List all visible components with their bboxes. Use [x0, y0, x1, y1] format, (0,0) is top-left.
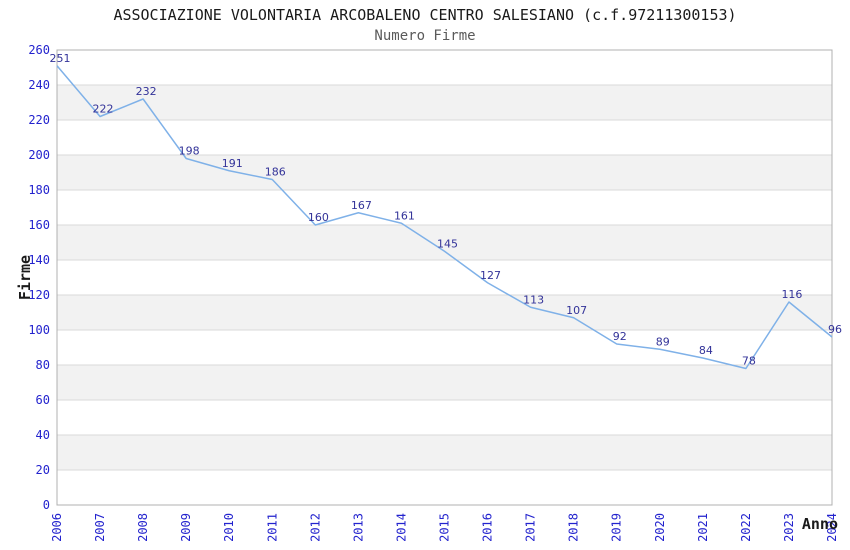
plot-band: [57, 155, 832, 190]
data-point-label: 92: [613, 330, 627, 343]
y-tick-label: 60: [36, 393, 50, 407]
data-point-label: 251: [50, 52, 71, 65]
data-point-label: 89: [656, 335, 670, 348]
y-tick-label: 160: [28, 218, 50, 232]
y-tick-label: 120: [28, 288, 50, 302]
x-tick-label: 2015: [438, 513, 452, 542]
data-point-label: 186: [265, 166, 286, 179]
y-tick-label: 220: [28, 113, 50, 127]
x-tick-label: 2023: [782, 513, 796, 542]
data-point-label: 160: [308, 211, 329, 224]
x-tick-label: 2022: [739, 513, 753, 542]
data-point-label: 96: [828, 323, 842, 336]
y-tick-label: 100: [28, 323, 50, 337]
x-tick-label: 2012: [308, 513, 322, 542]
plot-border: [56, 49, 833, 506]
x-tick-label: 2020: [653, 513, 667, 542]
chart-title: ASSOCIAZIONE VOLONTARIA ARCOBALENO CENTR…: [113, 6, 737, 24]
x-tick-label: 2018: [567, 513, 581, 542]
plot-band: [57, 85, 832, 120]
plot-band: [57, 190, 832, 225]
plot-band: [57, 435, 832, 470]
data-point-label: 116: [781, 288, 802, 301]
y-axis-title: Firme: [16, 255, 34, 300]
x-tick-label: 2019: [610, 513, 624, 542]
data-point-label: 113: [523, 293, 544, 306]
x-tick-label: 2011: [265, 513, 279, 542]
x-tick-label: 2008: [136, 513, 150, 542]
plot-band: [57, 295, 832, 330]
data-point-label: 161: [394, 209, 415, 222]
plot-band: [57, 260, 832, 295]
x-axis-title: Anno: [802, 515, 838, 533]
plot-band: [57, 330, 832, 365]
plot-band: [57, 50, 832, 85]
x-tick-label: 2006: [50, 513, 64, 542]
x-tick-label: 2007: [93, 513, 107, 542]
y-tick-label: 80: [36, 358, 50, 372]
y-tick-label: 240: [28, 78, 50, 92]
x-tick-label: 2016: [481, 513, 495, 542]
plot-band: [57, 470, 832, 505]
x-tick-label: 2014: [394, 513, 408, 542]
data-point-label: 232: [136, 85, 157, 98]
data-point-label: 198: [179, 145, 200, 158]
x-tick-label: 2024: [825, 513, 839, 542]
y-tick-label: 200: [28, 148, 50, 162]
y-tick-label: 260: [28, 43, 50, 57]
x-tick-label: 2017: [524, 513, 538, 542]
chart-subtitle: Numero Firme: [374, 28, 476, 44]
y-tick-label: 180: [28, 183, 50, 197]
data-point-label: 127: [480, 269, 501, 282]
y-tick-label: 20: [36, 463, 50, 477]
plot-band: [57, 400, 832, 435]
x-tick-label: 2010: [222, 513, 236, 542]
plot-band: [57, 225, 832, 260]
x-tick-label: 2013: [351, 513, 365, 542]
data-point-label: 167: [351, 199, 372, 212]
data-point-label: 145: [437, 237, 458, 250]
data-point-label: 191: [222, 157, 243, 170]
x-tick-label: 2021: [696, 513, 710, 542]
data-point-label: 222: [93, 103, 114, 116]
data-point-label: 107: [566, 304, 587, 317]
y-tick-label: 40: [36, 428, 50, 442]
x-tick-label: 2009: [179, 513, 193, 542]
y-tick-label: 140: [28, 253, 50, 267]
data-line: [56, 65, 833, 370]
y-tick-label: 0: [43, 498, 50, 512]
plot-band: [57, 120, 832, 155]
data-point-label: 78: [742, 355, 756, 368]
data-point-label: 84: [699, 344, 713, 357]
plot-band: [57, 365, 832, 400]
